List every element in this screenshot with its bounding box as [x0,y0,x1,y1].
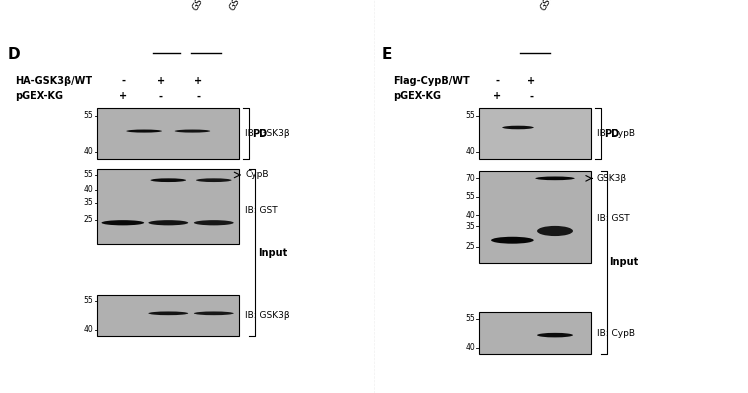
Text: GST-CypB/WT: GST-CypB/WT [191,0,229,12]
Text: 40: 40 [465,211,475,220]
Text: IB: GST: IB: GST [245,206,278,215]
Text: 25: 25 [84,215,94,224]
Text: GST-GSK3β: GST-GSK3β [539,0,571,12]
Text: -: - [121,75,126,86]
Ellipse shape [537,226,573,236]
Ellipse shape [102,220,144,225]
Text: CypB: CypB [245,171,269,180]
Text: 55: 55 [84,171,94,180]
Text: -: - [196,91,200,101]
FancyBboxPatch shape [479,108,591,159]
Text: 55: 55 [465,111,475,120]
Text: 55: 55 [465,314,475,323]
FancyBboxPatch shape [97,108,239,159]
Text: PD: PD [252,129,267,139]
Text: 40: 40 [84,185,94,195]
Text: HA-GSK3β/WT: HA-GSK3β/WT [15,75,92,86]
Text: 40: 40 [84,325,94,334]
Text: 55: 55 [84,111,94,120]
Text: D: D [7,47,20,62]
Text: GST-CypB/R95A: GST-CypB/R95A [228,0,272,12]
Text: GSK3β: GSK3β [597,174,627,183]
Text: 25: 25 [465,242,475,251]
Text: 55: 55 [465,192,475,201]
Ellipse shape [150,178,186,182]
Text: IB: CypB: IB: CypB [597,129,635,138]
Text: +: + [157,75,165,86]
Ellipse shape [491,237,533,244]
Text: -: - [529,91,533,101]
FancyBboxPatch shape [97,295,239,336]
Text: IB: GSK3β: IB: GSK3β [245,129,290,138]
Ellipse shape [537,333,573,338]
Text: +: + [120,91,127,101]
Text: Input: Input [258,248,287,257]
Text: +: + [527,75,535,86]
Ellipse shape [194,312,233,315]
Text: 70: 70 [465,174,475,183]
Text: IB: GSK3β: IB: GSK3β [245,311,290,320]
Text: 55: 55 [84,296,94,305]
Ellipse shape [502,126,533,129]
Text: 35: 35 [465,222,475,231]
Text: pGEX-KG: pGEX-KG [15,91,63,101]
Text: IB: GST: IB: GST [597,215,630,224]
Ellipse shape [536,176,574,180]
Text: pGEX-KG: pGEX-KG [393,91,441,101]
Text: +: + [194,75,202,86]
Text: IB: CypB: IB: CypB [597,329,635,338]
Ellipse shape [126,130,162,132]
Ellipse shape [175,130,210,132]
FancyBboxPatch shape [97,169,239,244]
Text: Flag-CypB/WT: Flag-CypB/WT [393,75,470,86]
Text: 40: 40 [84,147,94,156]
Text: 40: 40 [465,147,475,156]
FancyBboxPatch shape [479,312,591,354]
Text: +: + [494,91,501,101]
FancyBboxPatch shape [479,171,591,263]
Ellipse shape [148,220,188,225]
Ellipse shape [148,312,188,315]
Ellipse shape [194,220,233,225]
Text: Input: Input [610,257,639,267]
Text: 40: 40 [465,343,475,352]
Text: E: E [381,47,392,62]
Text: -: - [495,75,500,86]
Text: 35: 35 [84,198,94,207]
Text: -: - [159,91,163,101]
Ellipse shape [196,178,232,182]
Text: PD: PD [604,129,619,139]
